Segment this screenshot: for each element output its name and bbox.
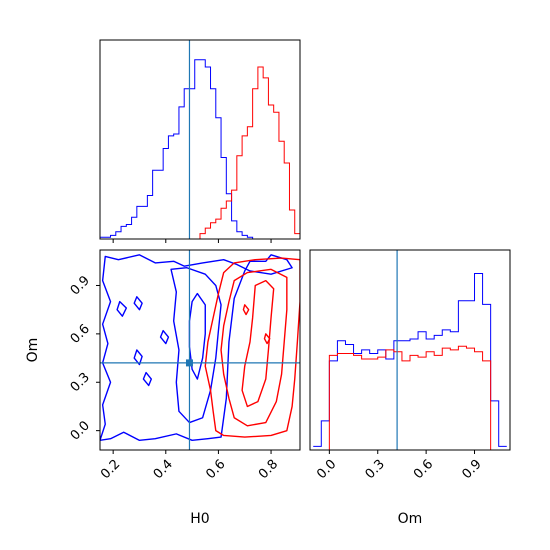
truth-marker: [185, 359, 193, 367]
om-y-tick-label-3: 0.9: [68, 273, 93, 298]
contour-blue-1: [170, 267, 222, 424]
om-x-tick-label-2: 0.6: [411, 457, 436, 482]
contour-blue-4: [133, 349, 143, 366]
h0-tick-label-2: 0.6: [203, 457, 228, 482]
contour-red-4: [263, 333, 271, 345]
om-histogram-panel: 0.0 0.3 0.6 0.9: [309, 249, 511, 482]
h0-histogram-frame: [99, 39, 301, 240]
h0-histogram-ticks: [112, 239, 272, 243]
om-y-tick-label-1: 0.3: [68, 370, 93, 395]
h0-tick-label-3: 0.8: [256, 457, 281, 482]
om-histogram-frame: [309, 249, 511, 451]
contour-blue-3: [116, 300, 128, 317]
x-axis-label-om: Om: [398, 511, 423, 527]
om-x-tick-label-0: 0.0: [314, 457, 339, 482]
contours-blue: [100, 254, 293, 442]
om-x-tick-label-3: 0.9: [459, 457, 484, 482]
contour-blue-0: [100, 254, 293, 442]
h0-tick-label-1: 0.4: [151, 457, 176, 482]
om-histogram-red: [313, 345, 507, 451]
om-histogram-series: [313, 272, 507, 451]
contours-red: [204, 257, 300, 438]
h0-histogram-panel: [99, 39, 301, 243]
contour-red-2: [241, 279, 275, 408]
om-histogram-blue: [313, 272, 507, 447]
contour-blue-2: [188, 292, 206, 380]
contour-blue-5: [142, 371, 153, 387]
contour-red-3: [242, 304, 250, 316]
contour-blue-7: [133, 296, 143, 311]
h0-tick-label-0: 0.2: [98, 457, 123, 482]
h0-om-contour-panel: 0.2 0.4 0.6 0.8 0.0 0.3 0.6 0.9: [68, 249, 301, 482]
contour-red-1: [220, 268, 288, 427]
contour-blue-6: [159, 329, 170, 345]
x-axis-label-h0: H0: [190, 511, 209, 527]
h0-histogram-blue: [100, 59, 300, 240]
contour-frame: [99, 249, 301, 451]
om-x-tick-label-1: 0.3: [363, 457, 388, 482]
om-y-tick-label-0: 0.0: [68, 418, 93, 443]
contour-red-0: [204, 257, 300, 438]
h0-histogram-red: [100, 66, 300, 240]
om-y-tick-label-2: 0.6: [68, 322, 93, 347]
h0-histogram-series: [100, 59, 300, 240]
y-axis-label-om: Om: [25, 338, 41, 363]
contour-series: [100, 254, 300, 442]
om-histogram-ticks: 0.0 0.3 0.6 0.9: [314, 450, 485, 482]
